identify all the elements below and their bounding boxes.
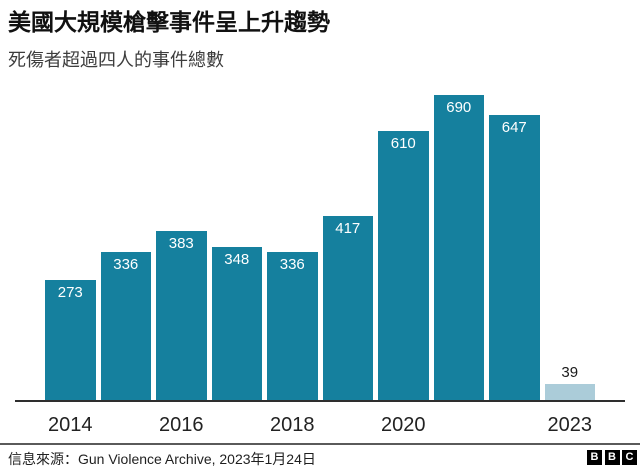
bar-2019: 417 (322, 216, 373, 401)
bar-slot-2017: 348 (211, 246, 262, 401)
bar-2020: 610 (378, 130, 429, 401)
logo-letter-box: B (604, 450, 620, 465)
bar-plot-area: 273 336 383 348 336 417 610 690 647 39 (45, 91, 595, 401)
bar-2018: 336 (267, 252, 318, 401)
bar-value-label: 273 (57, 284, 83, 302)
bar-value-label: 336 (113, 256, 139, 274)
chart-title: 美國大規模槍擊事件呈上升趨勢 (8, 9, 330, 35)
bar-slot-2014: 273 (45, 280, 96, 401)
bar-slot-2022: 647 (489, 114, 540, 401)
bar-slot-2018: 336 (267, 252, 318, 401)
x-axis-line (15, 400, 625, 402)
logo-letter-box: B (587, 450, 602, 465)
bar-2022: 647 (489, 114, 540, 401)
bar-slot-2016: 383 (156, 231, 207, 401)
x-axis-tick-labels: 2014 2016 2018 2020 2023 (45, 414, 595, 437)
x-tick-label-2016: 2016 (159, 414, 204, 436)
bar-2016: 383 (156, 231, 207, 401)
bar-value-label: 610 (390, 134, 416, 152)
bar-2017: 348 (211, 246, 262, 401)
bar-2021: 690 (433, 95, 484, 401)
bar-value-label: 348 (224, 250, 250, 268)
bar-value-label: 383 (168, 235, 194, 253)
bar-value-label: 647 (501, 118, 527, 136)
x-tick-empty (212, 414, 263, 437)
bar-slot-2021: 690 (433, 95, 484, 401)
footer-divider (0, 443, 640, 445)
bar-value-label: 336 (279, 256, 305, 274)
bar-slot-2019: 417 (322, 216, 373, 401)
bar-2014: 273 (45, 280, 96, 401)
x-tick-empty (323, 414, 374, 437)
x-tick-empty (489, 414, 540, 437)
bar-slot-2020: 610 (378, 130, 429, 401)
bar-2023 (544, 383, 595, 401)
bar-2015: 336 (100, 252, 151, 401)
x-tick-empty (101, 414, 152, 437)
x-tick-empty (434, 414, 485, 437)
x-tick-label-2018: 2018 (270, 414, 315, 436)
x-tick-label-2020: 2020 (381, 414, 426, 436)
x-tick-label-2014: 2014 (48, 414, 93, 436)
bar-value-label: 39 (561, 363, 579, 381)
x-tick-label-2023: 2023 (547, 414, 593, 436)
bar-slot-2023: 39 (544, 363, 595, 401)
chart-subtitle: 死傷者超過四人的事件總數 (8, 50, 224, 70)
bar-value-label: 417 (335, 220, 361, 238)
logo-letter-box: C (622, 450, 637, 465)
source-attribution: 信息來源：Gun Violence Archive, 2023年1月24日 (8, 451, 316, 467)
bar-value-label: 690 (446, 99, 472, 117)
bar-slot-2015: 336 (100, 252, 151, 401)
